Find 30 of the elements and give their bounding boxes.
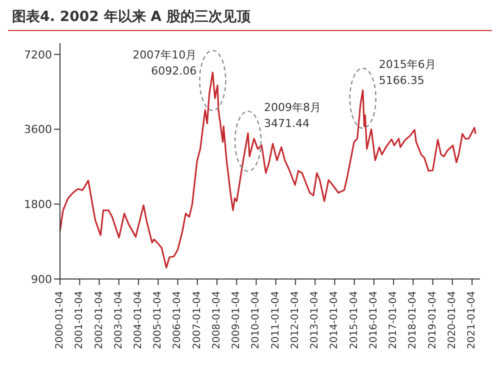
x-tick-label: 2008-01-04 [211, 291, 222, 350]
x-tick-label: 2000-01-04 [54, 291, 66, 350]
x-tick-label: 2006-01-04 [172, 291, 184, 350]
x-tick-label: 2012-01-04 [290, 291, 301, 350]
y-tick-label: 3600 [24, 123, 52, 136]
x-tick-label: 2007-01-04 [192, 291, 203, 350]
chart-title: 图表4. 2002 年以来 A 股的三次见顶 [8, 8, 492, 31]
x-tick-label: 2021-01-04 [466, 291, 478, 350]
annotation: 2009年8月 3471.44 [264, 101, 322, 130]
x-tick-label: 2004-01-04 [132, 291, 144, 350]
annotation: 2007年10月 6092.06 [132, 48, 197, 78]
y-tick-label: 7200 [24, 48, 52, 62]
x-tick-label: 2019-01-04 [427, 291, 438, 350]
annotation: 2015年6月 5166.35 [378, 58, 436, 88]
y-tick-label: 1800 [24, 198, 52, 212]
x-tick-label: 2003-01-04 [113, 291, 124, 350]
x-tick-label: 2018-01-04 [408, 291, 419, 350]
y-tick-label: 900 [31, 272, 52, 286]
x-tick-label: 2015-01-04 [348, 291, 360, 350]
x-tick-label: 2013-01-04 [310, 291, 321, 350]
x-tick-label: 2011-01-04 [270, 291, 282, 350]
x-tick-label: 2020-01-04 [446, 291, 458, 350]
x-tick-label: 2002-01-04 [94, 291, 105, 350]
x-tick-label: 2014-01-04 [329, 291, 340, 350]
x-tick-label: 2017-01-04 [388, 291, 400, 350]
x-tick-label: 2009-01-04 [231, 291, 242, 350]
x-tick-label: 2005-01-04 [152, 291, 164, 350]
x-tick-label: 2010-01-04 [250, 291, 262, 350]
x-tick-label: 2016-01-04 [368, 291, 380, 350]
x-tick-label: 2001-01-04 [74, 291, 86, 350]
